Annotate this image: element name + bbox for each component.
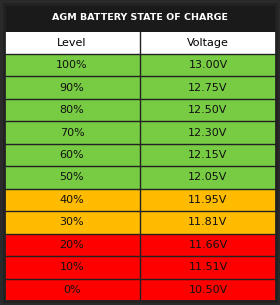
Text: 12.15V: 12.15V	[188, 150, 228, 160]
Text: 90%: 90%	[60, 83, 84, 93]
Text: 60%: 60%	[60, 150, 84, 160]
Text: 10%: 10%	[60, 262, 84, 272]
Text: Voltage: Voltage	[187, 38, 229, 48]
Bar	[4, 189, 276, 211]
Text: AGM BATTERY STATE OF CHARGE: AGM BATTERY STATE OF CHARGE	[52, 13, 228, 23]
Text: 40%: 40%	[60, 195, 84, 205]
Text: 20%: 20%	[60, 240, 84, 250]
Bar	[4, 99, 276, 121]
Text: 12.50V: 12.50V	[188, 105, 228, 115]
Text: 0%: 0%	[63, 285, 81, 295]
Bar	[4, 211, 276, 234]
Bar	[4, 77, 276, 99]
Bar	[4, 4, 276, 32]
Text: 70%: 70%	[60, 127, 84, 138]
Text: 11.95V: 11.95V	[188, 195, 228, 205]
Text: 11.81V: 11.81V	[188, 217, 228, 228]
Bar	[4, 144, 276, 166]
Text: Level: Level	[57, 38, 87, 48]
Bar	[4, 256, 276, 278]
Bar	[4, 234, 276, 256]
Bar	[4, 32, 276, 54]
Text: 30%: 30%	[60, 217, 84, 228]
Text: 11.66V: 11.66V	[188, 240, 228, 250]
Text: 12.05V: 12.05V	[188, 173, 228, 182]
Text: 12.75V: 12.75V	[188, 83, 228, 93]
Text: 100%: 100%	[56, 60, 88, 70]
Text: 12.30V: 12.30V	[188, 127, 228, 138]
Bar	[4, 121, 276, 144]
Bar	[4, 278, 276, 301]
Bar	[4, 166, 276, 189]
Bar	[4, 54, 276, 77]
Text: 11.51V: 11.51V	[188, 262, 228, 272]
Text: 50%: 50%	[60, 173, 84, 182]
Text: 80%: 80%	[60, 105, 84, 115]
Text: 10.50V: 10.50V	[188, 285, 228, 295]
Text: 13.00V: 13.00V	[188, 60, 228, 70]
